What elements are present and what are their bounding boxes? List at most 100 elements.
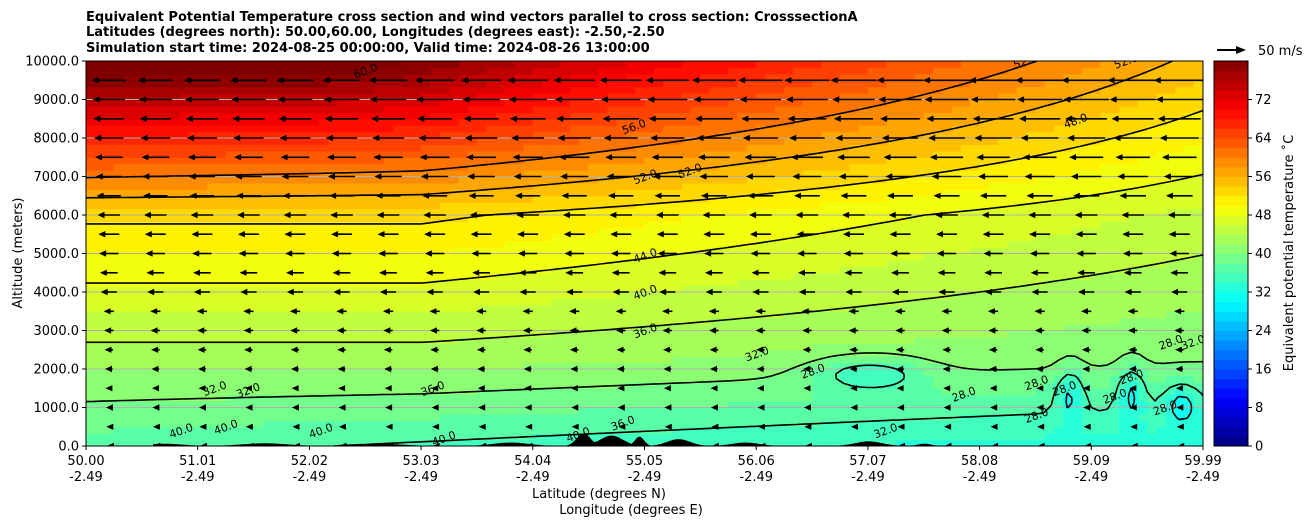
field-cell — [672, 420, 683, 428]
field-cell — [635, 221, 646, 229]
field-cell — [355, 375, 366, 383]
field-cell — [281, 369, 292, 377]
field-cell — [281, 343, 292, 351]
field-cell — [188, 144, 199, 152]
field-cell — [570, 311, 580, 319]
field-cell — [709, 202, 720, 210]
field-cell — [234, 336, 245, 344]
field-cell — [514, 336, 525, 344]
field-cell — [560, 131, 571, 139]
field-cell — [784, 176, 795, 184]
field-cell — [579, 407, 590, 415]
field-cell — [216, 125, 227, 133]
field-cell — [430, 176, 441, 184]
field-cell — [272, 311, 283, 319]
field-cell — [234, 298, 245, 306]
field-cell — [411, 138, 422, 146]
field-cell — [272, 240, 283, 248]
field-cell — [290, 234, 301, 242]
field-cell — [784, 157, 795, 165]
field-cell — [514, 221, 525, 229]
field-cell — [718, 150, 729, 158]
field-cell — [579, 227, 590, 235]
field-cell — [839, 61, 850, 69]
field-cell — [551, 125, 562, 133]
field-cell — [169, 202, 180, 210]
field-cell — [774, 240, 785, 248]
field-cell — [560, 182, 571, 190]
field-cell — [793, 247, 804, 255]
field-cell — [95, 118, 106, 126]
field-cell — [691, 394, 701, 402]
field-cell — [812, 324, 822, 332]
field-cell — [672, 433, 683, 441]
field-cell — [663, 163, 674, 171]
field-cell — [607, 356, 618, 364]
field-cell — [86, 285, 96, 293]
field-cell — [802, 426, 813, 434]
field-cell — [234, 208, 245, 216]
field-cell — [272, 426, 283, 434]
field-cell — [476, 292, 487, 300]
field-cell — [290, 311, 301, 319]
field-cell — [551, 240, 562, 248]
field-cell — [449, 420, 459, 428]
field-cell — [672, 369, 683, 377]
field-cell — [514, 266, 525, 274]
field-cell — [123, 105, 134, 113]
field-cell — [644, 131, 655, 139]
field-cell — [560, 336, 571, 344]
field-cell — [551, 433, 562, 441]
field-cell — [132, 285, 143, 293]
field-cell — [523, 292, 534, 300]
field-cell — [523, 336, 534, 344]
field-cell — [151, 125, 162, 133]
field-cell — [718, 375, 729, 383]
field-cell — [430, 407, 441, 415]
field-cell — [467, 73, 478, 81]
field-cell — [439, 401, 450, 409]
field-cell — [635, 362, 646, 370]
field-cell — [765, 253, 776, 261]
field-cell — [141, 189, 152, 197]
field-cell — [290, 362, 301, 370]
field-cell — [281, 285, 292, 293]
field-cell — [449, 369, 459, 377]
field-cell — [691, 356, 701, 364]
field-cell — [737, 163, 748, 171]
field-cell — [681, 426, 692, 434]
field-cell — [830, 138, 841, 146]
field-cell — [188, 240, 199, 248]
field-cell — [272, 253, 283, 261]
field-cell — [160, 61, 171, 69]
field-cell — [588, 221, 599, 229]
field-cell — [141, 144, 152, 152]
field-cell — [737, 253, 748, 261]
field-cell — [383, 394, 394, 402]
field-cell — [300, 362, 310, 370]
field-cell — [179, 356, 189, 364]
field-cell — [765, 381, 776, 389]
field-cell — [207, 144, 217, 152]
field-cell — [402, 247, 413, 255]
field-cell — [653, 118, 664, 126]
field-cell — [225, 118, 236, 126]
field-cell — [365, 272, 376, 280]
field-cell — [300, 189, 310, 197]
field-cell — [123, 336, 134, 344]
field-cell — [700, 413, 711, 421]
field-cell — [728, 138, 739, 146]
field-cell — [244, 298, 255, 306]
field-cell — [346, 202, 357, 210]
field-cell — [784, 311, 795, 319]
field-cell — [635, 394, 646, 402]
field-cell — [300, 112, 310, 120]
field-cell — [272, 61, 283, 69]
field-cell — [318, 234, 329, 242]
field-cell — [476, 215, 487, 223]
field-cell — [365, 105, 376, 113]
field-cell — [318, 272, 329, 280]
field-cell — [532, 413, 543, 421]
field-cell — [458, 433, 469, 441]
field-cell — [216, 401, 227, 409]
